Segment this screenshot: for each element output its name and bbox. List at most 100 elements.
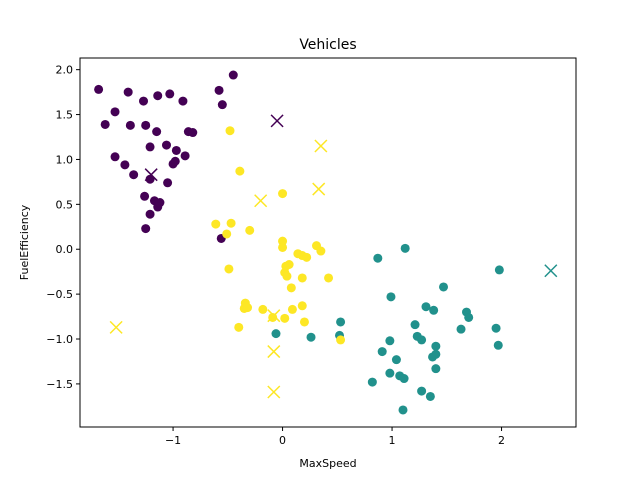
data-point	[145, 174, 155, 184]
data-point	[234, 322, 244, 332]
data-point	[222, 229, 232, 239]
data-point	[180, 151, 190, 161]
x-tick-label: 0	[279, 434, 286, 447]
data-point	[226, 218, 236, 228]
data-point	[120, 160, 130, 170]
data-point	[217, 100, 227, 110]
data-point	[243, 303, 253, 313]
data-point	[110, 107, 120, 117]
cross-marker	[267, 345, 281, 359]
data-point	[456, 324, 466, 334]
data-point	[302, 252, 312, 262]
data-point	[145, 142, 155, 152]
data-point	[140, 191, 150, 201]
data-point	[385, 368, 395, 378]
data-point	[225, 126, 235, 136]
data-point	[464, 312, 474, 322]
data-point	[336, 335, 346, 345]
data-point	[306, 332, 316, 342]
data-point	[377, 347, 387, 357]
data-point	[431, 341, 441, 351]
data-point	[153, 91, 163, 101]
data-point	[129, 170, 139, 180]
data-point	[399, 374, 409, 384]
x-tick-label: −1	[165, 434, 181, 447]
data-point	[282, 271, 292, 281]
data-point	[297, 273, 307, 283]
data-point	[278, 242, 288, 252]
data-point	[417, 335, 427, 345]
data-point	[171, 145, 181, 155]
data-point	[139, 96, 149, 106]
x-tick-label: 2	[498, 434, 505, 447]
y-tick-label: 0.5	[56, 198, 74, 211]
data-point	[228, 70, 238, 80]
data-point	[165, 89, 175, 99]
data-point	[235, 166, 245, 176]
data-point	[491, 323, 501, 333]
data-point	[391, 355, 401, 365]
data-point	[439, 282, 449, 292]
x-axis-label: MaxSpeed	[299, 457, 356, 470]
x-tick-label: 1	[389, 434, 396, 447]
cross-marker	[254, 194, 268, 208]
data-point	[178, 96, 188, 106]
data-point	[163, 178, 173, 188]
data-point	[123, 87, 133, 97]
data-point	[287, 304, 297, 314]
cross-marker	[270, 114, 284, 128]
data-point	[431, 364, 441, 374]
data-point	[421, 302, 431, 312]
data-point	[284, 259, 294, 269]
y-tick-label: −0.5	[46, 288, 73, 301]
chart-title: Vehicles	[299, 37, 356, 53]
data-point	[386, 292, 396, 302]
data-point	[245, 225, 255, 235]
data-point	[493, 340, 503, 350]
data-point	[431, 349, 441, 359]
cross-marker	[544, 264, 558, 278]
data-point	[316, 246, 326, 256]
ticks-layer: −1 0 1 2 −1.5 −1.0 −0.5 0.0 0.5 1.0 1.5 2.0	[46, 64, 505, 447]
cross-marker	[109, 320, 123, 334]
data-point	[297, 301, 307, 311]
data-point	[271, 329, 281, 339]
cross-marker	[267, 309, 281, 323]
data-point	[400, 243, 410, 253]
data-point	[155, 198, 165, 208]
data-point	[299, 317, 309, 327]
data-point	[170, 156, 180, 166]
data-point	[94, 84, 104, 94]
plot-frame	[79, 57, 577, 428]
data-point	[373, 253, 383, 263]
cross-marker	[267, 385, 281, 399]
data-point	[398, 405, 408, 415]
data-point	[258, 304, 268, 314]
data-point	[188, 128, 198, 138]
data-point	[410, 320, 420, 330]
y-tick-label: −1.5	[46, 378, 73, 391]
data-point	[324, 273, 334, 283]
cross-marker	[312, 182, 326, 196]
cross-marker	[144, 168, 158, 182]
data-point	[385, 336, 395, 346]
data-point	[110, 152, 120, 162]
data-point	[494, 265, 504, 275]
data-point	[425, 391, 435, 401]
data-point	[161, 140, 171, 150]
data-point	[429, 305, 439, 315]
y-axis-label: FuelEfficiency	[18, 204, 31, 280]
y-tick-label: 1.0	[56, 153, 74, 166]
data-point	[100, 119, 110, 129]
y-tick-label: 1.5	[56, 109, 74, 122]
data-point	[152, 127, 162, 137]
data-point	[280, 313, 290, 323]
data-point	[367, 377, 377, 387]
y-tick-label: 0.0	[56, 243, 74, 256]
data-point	[145, 209, 155, 219]
y-tick-label: −1.0	[46, 333, 73, 346]
y-tick-label: 2.0	[56, 64, 74, 77]
marks-layer	[94, 70, 558, 415]
data-point	[286, 283, 296, 293]
